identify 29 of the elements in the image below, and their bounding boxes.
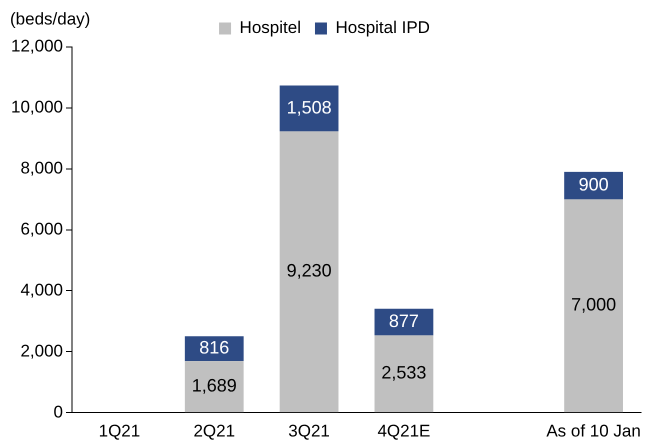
x-tick-label: 4Q21E bbox=[377, 421, 430, 440]
y-tick-label: 4,000 bbox=[20, 280, 63, 300]
data-label: 900 bbox=[578, 174, 609, 195]
data-label: 816 bbox=[199, 338, 230, 358]
data-label: 2,533 bbox=[381, 362, 426, 383]
data-label: 877 bbox=[388, 311, 419, 332]
y-axis-title: (beds/day) bbox=[10, 10, 90, 29]
y-tick-label: 2,000 bbox=[20, 341, 63, 360]
bar bbox=[280, 131, 338, 412]
bar bbox=[374, 308, 434, 336]
bar bbox=[564, 199, 623, 412]
y-tick-label: 8,000 bbox=[20, 158, 63, 178]
y-tick-label: 12,000 bbox=[10, 36, 63, 56]
bar bbox=[184, 361, 244, 412]
legend-label: Hospital IPD bbox=[335, 18, 430, 38]
x-tick-label: 1Q21 bbox=[98, 421, 140, 440]
y-tick-label: 10,000 bbox=[10, 98, 63, 117]
y-tick-label: 6,000 bbox=[20, 219, 63, 238]
x-tick-label: 2Q21 bbox=[193, 421, 236, 440]
data-label: 9,230 bbox=[286, 260, 332, 281]
data-label: 1,508 bbox=[286, 97, 332, 118]
data-label: 1,689 bbox=[192, 376, 237, 396]
legend-label: Hospitel bbox=[240, 18, 301, 38]
data-label: 7,000 bbox=[571, 294, 616, 315]
x-tick-label: 3Q21 bbox=[288, 421, 330, 440]
bar bbox=[374, 335, 434, 412]
x-tick-label: As of 10 Jan bbox=[546, 421, 641, 440]
bar bbox=[280, 85, 338, 132]
y-tick-label: 0 bbox=[54, 402, 63, 422]
